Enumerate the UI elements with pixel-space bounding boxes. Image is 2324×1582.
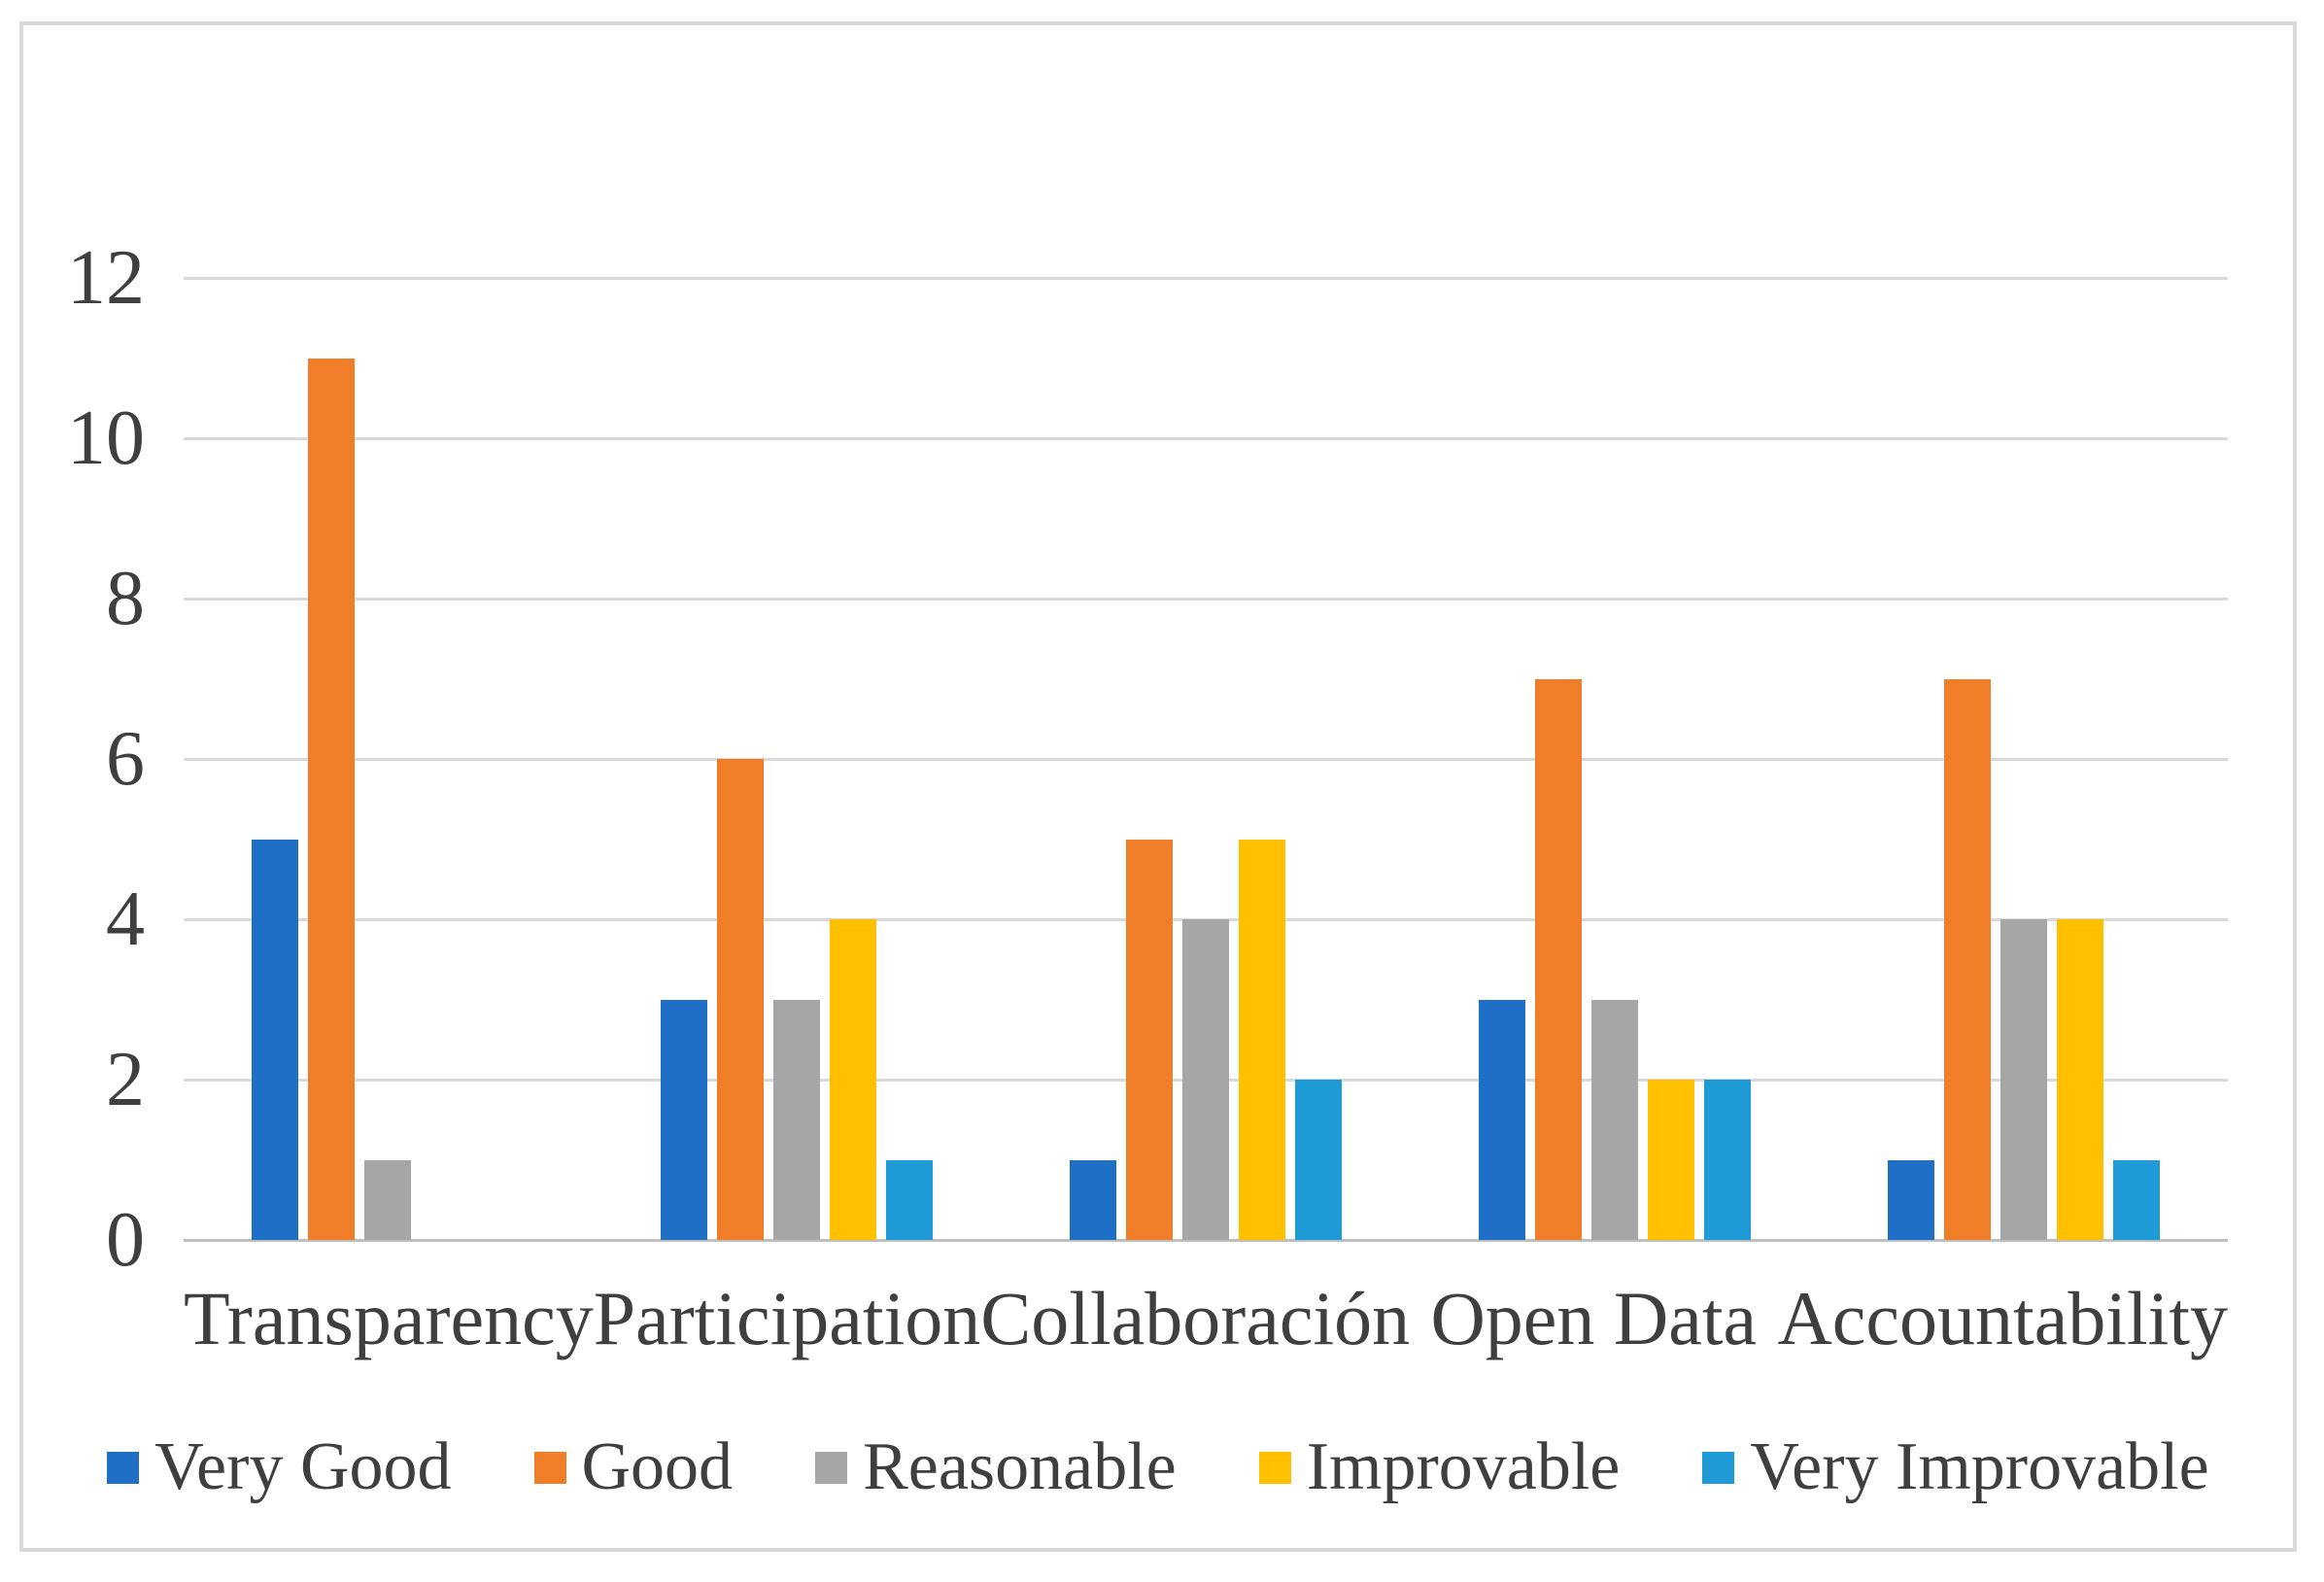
legend-label: Very Improvable [1750,1429,2209,1504]
legend-label: Reasonable [863,1429,1177,1504]
x-axis-labels: Transparency Participation Collaboración Op… [184,1277,2228,1360]
x-axis-label: Collaboración [980,1276,1411,1360]
bar [1181,919,1229,1240]
y-tick-label: 4 [106,877,145,962]
y-tick-label: 12 [67,235,145,321]
y-tick-label: 10 [67,396,145,481]
bars-layer [184,278,2228,1240]
legend-swatch [1258,1451,1291,1484]
gridline [184,276,2228,280]
x-axis-line [184,1238,2228,1242]
bar [1238,839,1285,1240]
bar [1943,678,1991,1240]
bar [1590,999,1638,1240]
bar [2056,919,2103,1240]
bar [661,999,708,1240]
x-axis-label: Transparency [184,1276,594,1360]
chart-figure: 0 2 4 6 8 10 12 Transparency Participation Colla… [19,21,2297,1552]
legend-item: Reasonable [815,1433,1177,1501]
legend-item: Improvable [1258,1429,1621,1504]
bar [773,999,821,1240]
bar [1534,678,1582,1240]
bar [252,839,299,1240]
x-axis-label: Open Data [1430,1276,1758,1360]
legend-swatch [107,1451,140,1484]
bar-group [1410,278,1819,1240]
y-tick-label: 0 [106,1197,145,1283]
legend-label: Very Good [154,1429,452,1504]
bar-group [593,278,1002,1240]
bar-group [1002,278,1411,1240]
legend-swatch [1702,1451,1735,1484]
y-tick-label: 8 [106,556,145,641]
bar-group [1819,278,2228,1240]
legend-item: Good [533,1429,734,1504]
bar [717,759,765,1240]
bar [886,1159,934,1240]
bar [1069,1159,1116,1240]
bar-group [184,278,593,1240]
bar [1294,1080,1342,1240]
bar [1647,1080,1694,1240]
bar [2112,1159,2160,1240]
legend-swatch [533,1451,566,1484]
y-tick-label: 6 [106,716,145,802]
legend-label: Good [581,1429,734,1504]
bar [1125,839,1173,1240]
bar [1887,1159,1934,1240]
bar [1478,999,1525,1240]
gridline [184,436,2228,440]
bar [364,1159,412,1240]
bar [830,919,877,1240]
bar [308,358,356,1240]
legend-item: Very Good [107,1429,452,1504]
bar [1703,1080,1751,1240]
legend-item: Very Improvable [1702,1429,2209,1504]
gridline [184,597,2228,601]
y-tick-label: 2 [106,1037,145,1122]
plot-area: 0 2 4 6 8 10 12 Transparency Participation Colla… [67,239,2228,1359]
x-axis-label: Participation [593,1276,981,1360]
legend: Very Good Good Reasonable Improvable Very Im… [23,1433,2293,1501]
gridline [184,757,2228,761]
x-axis-label: Accountability [1777,1276,2228,1360]
legend-label: Improvable [1306,1429,1621,1504]
bar [1999,919,2047,1240]
legend-swatch [815,1451,848,1484]
